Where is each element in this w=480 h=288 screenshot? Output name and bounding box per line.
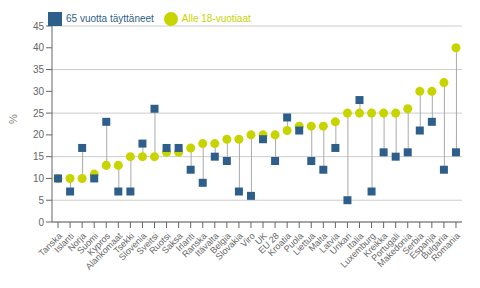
svg-text:Unkari: Unkari (327, 230, 354, 257)
svg-text:Tanska: Tanska (36, 230, 64, 259)
html-text:Alle 18-vuotiaat: Alle 18-vuotiaat (181, 12, 251, 24)
svg-text:Kypros: Kypros (85, 230, 113, 258)
svg-text:Tsekki: Tsekki (111, 230, 137, 256)
svg-text:Sveitsi: Sveitsi (134, 230, 161, 257)
svg-text:Bulgaria: Bulgaria (419, 230, 450, 262)
svg-text:5: 5 (38, 195, 44, 206)
svg-text:Liettua: Liettua (291, 230, 318, 257)
svg-text:Slovakia: Slovakia (214, 231, 245, 262)
svg-text:Portugali: Portugali (369, 230, 402, 264)
svg-text:Itävalta: Itävalta (193, 230, 221, 259)
svg-text:Serbia: Serbia (400, 230, 426, 257)
svg-text:35: 35 (33, 64, 45, 75)
svg-text:Latvia: Latvia (317, 230, 342, 255)
svg-text:40: 40 (33, 42, 45, 53)
svg-text:EU 28: EU 28 (256, 230, 281, 256)
svg-text:Romania: Romania (429, 231, 462, 264)
svg-text:20: 20 (33, 129, 45, 140)
svg-text:Slovenia: Slovenia (116, 230, 149, 263)
svg-text:Espanja: Espanja (407, 230, 438, 261)
svg-text:0: 0 (38, 217, 44, 228)
svg-text:Islanti: Islanti (52, 230, 76, 255)
svg-text:Malta: Malta (306, 230, 330, 254)
svg-text:30: 30 (33, 86, 45, 97)
svg-text:Viro: Viro (238, 230, 257, 250)
svg-text:Kreikka: Kreikka (361, 230, 390, 260)
svg-text:Makedonia: Makedonia (375, 230, 414, 270)
svg-text:Belgia: Belgia (208, 230, 233, 256)
svg-text:Puola: Puola (281, 230, 306, 255)
svg-text:25: 25 (33, 108, 45, 119)
svg-text:Alankomaat: Alankomaat (83, 230, 125, 272)
svg-text:Ranska: Ranska (180, 230, 209, 260)
svg-text:15: 15 (33, 151, 45, 162)
svg-text:Norja: Norja (65, 230, 89, 254)
svg-text:45: 45 (33, 21, 45, 32)
html-text:65 vuotta täyttäneet: 65 vuotta täyttäneet (66, 12, 154, 24)
svg-text:Ruotsi: Ruotsi (147, 230, 173, 256)
svg-text:10: 10 (33, 173, 45, 184)
svg-text:Kroatia: Kroatia (265, 230, 294, 259)
svg-text:Irlanti: Irlanti (174, 230, 197, 254)
svg-text:Luxemburg: Luxemburg (338, 230, 378, 270)
svg-text:Italia: Italia (344, 230, 366, 252)
svg-text:Saksa: Saksa (159, 230, 185, 256)
svg-text:UK: UK (253, 230, 269, 247)
svg-text:Suomi: Suomi (75, 230, 101, 256)
svg-text:%: % (8, 114, 19, 124)
